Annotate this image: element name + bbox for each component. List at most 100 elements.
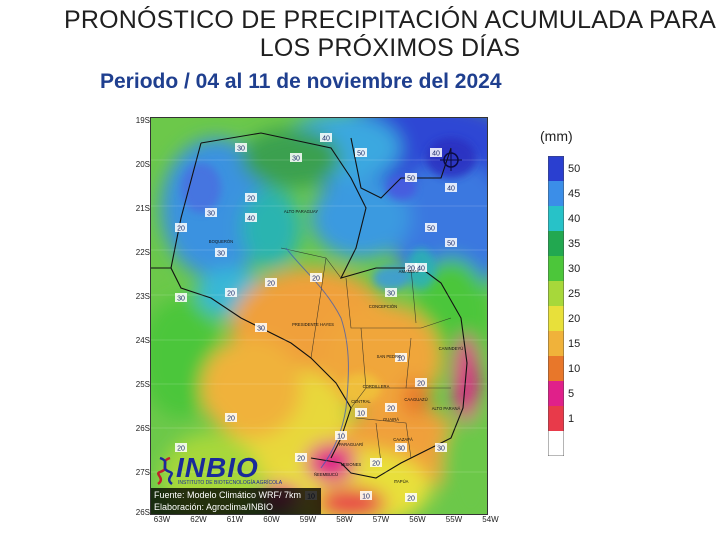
contour-label: 50	[445, 238, 457, 248]
contour-label: 20	[245, 193, 257, 203]
longitude-label: 60W	[263, 515, 280, 524]
contour-label: 30	[205, 208, 217, 218]
region-label: CANINDEYÚ	[439, 346, 464, 351]
svg-text:50: 50	[407, 176, 415, 183]
longitude-label: 57W	[372, 515, 390, 524]
svg-text:30: 30	[217, 251, 225, 258]
legend-tick: 1	[568, 412, 575, 425]
latitude-label: 21S	[135, 204, 150, 213]
latitude-label: 23S	[135, 292, 150, 301]
credit-made-by: Elaboración: Agroclima/INBIO	[154, 502, 274, 512]
contour-label: 10	[355, 408, 367, 418]
contour-label: 20	[310, 273, 322, 283]
legend-color-step	[548, 181, 564, 207]
legend-color-bar	[548, 156, 564, 456]
svg-text:50: 50	[447, 241, 455, 248]
contour-label: 50	[355, 148, 367, 158]
graticule	[151, 159, 487, 473]
region-label: CONCEPCIÓN	[369, 304, 397, 309]
latitude-label: 24S	[135, 336, 150, 345]
region-label: AMAMBAY	[399, 269, 420, 274]
region-label: CAAZAPÁ	[393, 437, 413, 442]
contour-label: 20	[415, 378, 427, 388]
svg-text:20: 20	[177, 446, 185, 453]
svg-text:40: 40	[432, 151, 440, 158]
region-label: PARAGUARÍ	[339, 442, 364, 447]
legend-color-step	[548, 206, 564, 232]
latitude-axis: 19S 20S 21S 22S 23S 24S 25S 26S 27S 26S	[132, 116, 152, 517]
contour-label: 20	[295, 453, 307, 463]
legend-color-step	[548, 156, 564, 182]
svg-text:10: 10	[362, 494, 370, 501]
precipitation-legend: (mm) 50 45 40 35 30 25 20 15 10 5 1	[540, 128, 600, 468]
svg-text:40: 40	[447, 186, 455, 193]
svg-text:30: 30	[177, 296, 185, 303]
legend-tick: 15	[568, 337, 581, 350]
contour-label: 30	[290, 153, 302, 163]
legend-tick: 30	[568, 262, 581, 275]
region-label: SAN PEDRO	[377, 354, 402, 359]
longitude-label: 54W	[482, 515, 499, 524]
inbio-logo: INBIO INSTITUTO DE BIOTECNOLOGÍA AGRÍCOL…	[154, 452, 284, 488]
contour-label: 30	[175, 293, 187, 303]
latitude-label: 20S	[135, 160, 150, 169]
svg-text:30: 30	[257, 326, 265, 333]
legend-color-step	[548, 406, 564, 432]
svg-text:20: 20	[407, 496, 415, 503]
contour-label: 10	[335, 431, 347, 441]
contour-label: 40	[245, 213, 257, 223]
cyclone-icon	[440, 149, 462, 171]
latitude-label: 25S	[135, 380, 150, 389]
region-label: ÑEEMBUCÚ	[314, 472, 338, 477]
contour-label: 50	[425, 223, 437, 233]
contour-label: 20	[225, 288, 237, 298]
contour-label: 40	[320, 133, 332, 143]
contour-label: 30	[435, 443, 447, 453]
svg-text:20: 20	[417, 381, 425, 388]
legend-unit: (mm)	[540, 128, 573, 144]
legend-color-step	[548, 256, 564, 282]
svg-text:10: 10	[357, 411, 365, 418]
svg-text:30: 30	[237, 146, 245, 153]
legend-tick: 25	[568, 287, 581, 300]
longitude-label: 56W	[409, 515, 426, 524]
contour-label: 10	[395, 353, 407, 363]
legend-color-step	[548, 281, 564, 307]
svg-text:20: 20	[387, 406, 395, 413]
region-label: ALTO PARAGUAY	[284, 209, 319, 214]
region-label: MISIONES	[341, 462, 362, 467]
inbio-logo-subtitle: INSTITUTO DE BIOTECNOLOGÍA AGRÍCOLA	[178, 480, 283, 486]
longitude-label: 61W	[226, 515, 244, 524]
title-line-1: PRONÓSTICO DE PRECIPITACIÓN ACUMULADA PA…	[63, 6, 717, 34]
legend-tick: 50	[568, 162, 581, 175]
contour-label: 40	[445, 183, 457, 193]
contour-label: 30	[235, 143, 247, 153]
svg-text:30: 30	[437, 446, 445, 453]
department-borders	[280, 247, 452, 464]
contour-label: 20	[265, 278, 277, 288]
contour-label: 20	[385, 403, 397, 413]
contour-label: 10	[360, 491, 372, 501]
svg-text:20: 20	[227, 291, 235, 298]
svg-text:10: 10	[337, 434, 345, 441]
contour-label: 20	[405, 493, 417, 503]
svg-text:20: 20	[372, 461, 380, 468]
contour-label: 20	[175, 223, 187, 233]
contour-label: 40	[430, 148, 442, 158]
region-label: PRESIDENTE HAYES	[292, 322, 334, 327]
contour-label: 20	[405, 263, 417, 273]
legend-tick: 5	[568, 387, 575, 400]
legend-tick: 35	[568, 237, 581, 250]
latitude-label: 26S	[135, 508, 150, 517]
longitude-label: 62W	[190, 515, 207, 524]
contour-label: 20	[225, 413, 237, 423]
contour-label: 30	[215, 248, 227, 258]
legend-color-step	[548, 231, 564, 257]
svg-text:20: 20	[267, 281, 275, 288]
svg-text:50: 50	[357, 151, 365, 158]
region-label: CORDILLERA	[363, 384, 390, 389]
svg-text:40: 40	[417, 266, 425, 273]
title-line-2: LOS PRÓXIMOS DÍAS	[259, 34, 521, 62]
svg-text:20: 20	[297, 456, 305, 463]
